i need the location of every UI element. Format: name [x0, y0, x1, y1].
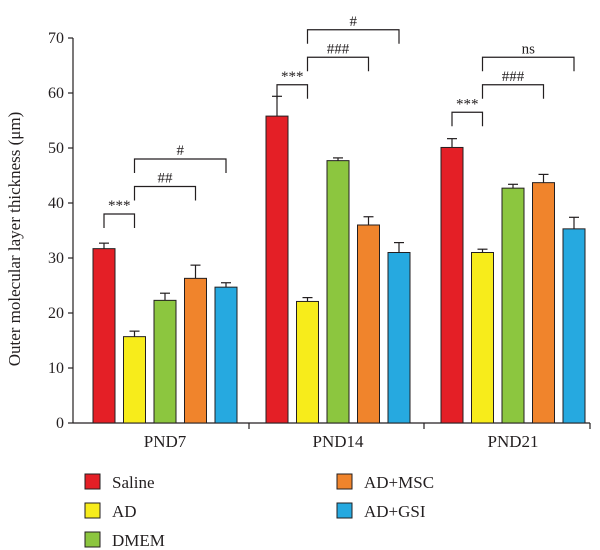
bar — [123, 336, 146, 424]
y-tick-label: 20 — [48, 305, 64, 322]
significance-label: *** — [108, 198, 131, 214]
bar — [184, 277, 207, 424]
y-tick-label: 60 — [48, 85, 64, 102]
significance-label: # — [177, 143, 185, 159]
bar — [471, 252, 494, 424]
significance-label: *** — [456, 96, 479, 112]
significance-bracket — [481, 56, 575, 72]
bar — [326, 160, 350, 424]
category-label: PND7 — [144, 432, 187, 451]
significance-label: ns — [522, 41, 536, 57]
bar — [214, 286, 238, 424]
significance-label: *** — [281, 69, 304, 85]
bar — [387, 252, 411, 424]
bar — [265, 115, 289, 424]
bar — [501, 187, 525, 424]
significance-bracket — [306, 29, 400, 44]
legend-swatch — [336, 473, 353, 490]
bar — [532, 182, 555, 424]
y-axis-label: Outer molecular layer thickness (μm) — [5, 112, 24, 367]
bar — [562, 228, 586, 424]
category-label: PND21 — [487, 432, 538, 451]
significance-label: ### — [502, 69, 525, 85]
bar — [357, 224, 380, 424]
y-tick-label: 30 — [48, 250, 64, 267]
legend-label: Saline — [112, 473, 155, 492]
significance-bracket — [103, 213, 136, 228]
legend-label: DMEM — [112, 531, 165, 550]
legend-swatch — [336, 502, 353, 519]
bars — [92, 95, 586, 424]
significance-label: ### — [327, 41, 350, 57]
y-tick-label: 40 — [48, 195, 64, 212]
category-label: PND14 — [312, 432, 364, 451]
significance-bracket — [451, 111, 484, 127]
legend-label: AD+MSC — [364, 473, 434, 492]
legend-swatch — [84, 531, 101, 548]
legend-swatch — [84, 502, 101, 519]
legend-swatch — [84, 473, 101, 490]
significance-brackets: ***###***####***###ns — [103, 14, 575, 228]
significance-bracket — [133, 185, 197, 201]
significance-bracket — [133, 158, 227, 173]
bar — [296, 300, 319, 424]
significance-bracket — [306, 56, 370, 72]
bar — [153, 299, 177, 424]
significance-label: # — [350, 14, 358, 30]
bar — [440, 146, 464, 424]
y-tick-label: 50 — [48, 140, 64, 157]
y-tick-label: 0 — [56, 415, 64, 432]
legend-label: AD+GSI — [364, 502, 426, 521]
bar — [92, 248, 116, 424]
legend-label: AD — [112, 502, 137, 521]
significance-bracket — [481, 84, 545, 99]
significance-bracket — [276, 84, 309, 99]
y-tick-label: 10 — [48, 360, 64, 377]
significance-label: ## — [158, 171, 174, 187]
legend: Saline AD DMEM AD+MSC AD+GSI — [84, 473, 434, 550]
y-tick-label: 70 — [48, 30, 64, 47]
